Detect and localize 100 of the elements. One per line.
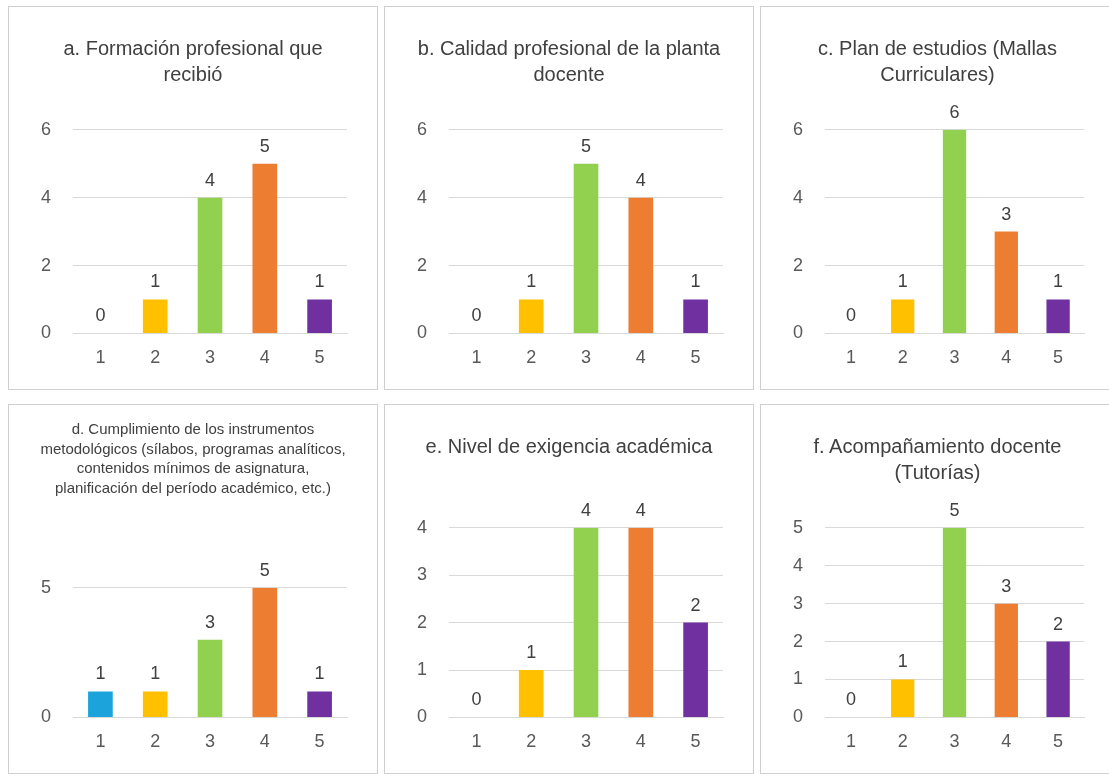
x-tick-label: 4 <box>635 731 646 752</box>
x-tick-label: 1 <box>845 347 856 368</box>
x-tick-label: 1 <box>471 731 482 752</box>
data-label: 3 <box>1001 575 1012 596</box>
data-label: 1 <box>95 663 106 684</box>
data-label: 1 <box>150 663 161 684</box>
bar <box>994 231 1018 333</box>
data-label: 0 <box>471 689 482 710</box>
data-label: 1 <box>690 271 701 292</box>
chart-title: d. Cumplimiento de los instrumentos metodológicos (sílabos, programas analíticos, contenidos mínimos de asignatura, planificación del período académico, etc.) <box>39 419 347 498</box>
x-tick-label: 5 <box>690 347 701 368</box>
data-label: 1 <box>526 271 537 292</box>
bar <box>942 527 967 717</box>
x-tick-label: 4 <box>1001 731 1012 752</box>
y-tick-label: 4 <box>793 554 804 575</box>
x-tick-label: 3 <box>205 731 216 752</box>
x-tick-label: 1 <box>471 347 482 368</box>
data-label: 1 <box>1053 271 1064 292</box>
bar <box>307 691 332 717</box>
bar <box>518 670 544 717</box>
bar <box>683 622 708 717</box>
x-tick-label: 5 <box>314 347 325 368</box>
y-tick-label: 5 <box>793 516 804 537</box>
x-tick-label: 2 <box>897 731 908 752</box>
y-tick-label: 2 <box>417 611 428 632</box>
bar <box>88 691 113 717</box>
data-label: 2 <box>690 594 701 615</box>
x-tick-label: 5 <box>690 731 701 752</box>
y-tick-label: 2 <box>41 254 52 275</box>
x-tick-label: 1 <box>845 731 856 752</box>
data-label: 3 <box>205 611 216 632</box>
y-tick-label: 2 <box>793 254 804 275</box>
data-label: 5 <box>259 559 270 580</box>
bar <box>1046 299 1070 333</box>
y-tick-label: 6 <box>41 118 52 139</box>
data-label: 0 <box>845 305 856 326</box>
data-label: 2 <box>1053 613 1064 634</box>
y-tick-label: 3 <box>417 564 428 585</box>
y-tick-label: 4 <box>417 516 428 537</box>
bar <box>628 197 654 333</box>
data-label: 1 <box>526 641 537 662</box>
x-tick-label: 4 <box>1001 347 1012 368</box>
data-label: 1 <box>897 651 908 672</box>
x-tick-label: 5 <box>314 731 325 752</box>
bar <box>197 639 223 717</box>
bar <box>142 691 168 717</box>
bar <box>573 163 599 333</box>
bar <box>891 679 915 717</box>
chart-title: e. Nivel de exigencia académica <box>424 434 714 459</box>
bar <box>573 527 599 717</box>
y-tick-label: 1 <box>417 658 428 679</box>
x-tick-label: 2 <box>526 347 537 368</box>
y-tick-label: 5 <box>41 576 52 597</box>
data-label: 1 <box>897 271 908 292</box>
data-label: 5 <box>259 135 270 156</box>
x-tick-label: 2 <box>897 347 908 368</box>
bar <box>891 299 915 333</box>
y-tick-label: 1 <box>793 668 804 689</box>
data-label: 4 <box>205 169 216 190</box>
y-tick-label: 6 <box>417 118 428 139</box>
data-label: 4 <box>635 169 646 190</box>
data-label: 5 <box>581 135 592 156</box>
y-tick-label: 2 <box>793 630 804 651</box>
y-tick-label: 0 <box>417 706 428 727</box>
x-tick-label: 4 <box>635 347 646 368</box>
x-tick-label: 2 <box>150 347 161 368</box>
y-tick-label: 6 <box>793 118 804 139</box>
data-label: 3 <box>1001 203 1012 224</box>
chart-title: f. Acompañamiento docente (Tutorías) <box>812 434 1063 485</box>
chart-title: a. Formación profesional que recibió <box>62 36 324 87</box>
bar <box>1046 641 1070 717</box>
data-label: 6 <box>949 101 960 122</box>
data-label: 5 <box>949 499 960 520</box>
data-label: 0 <box>845 689 856 710</box>
x-tick-label: 3 <box>581 347 592 368</box>
y-tick-label: 0 <box>41 706 52 727</box>
bar <box>252 163 278 333</box>
x-tick-label: 4 <box>259 347 270 368</box>
y-tick-label: 0 <box>793 322 804 343</box>
y-tick-label: 0 <box>417 322 428 343</box>
bar <box>994 603 1018 717</box>
x-tick-label: 4 <box>259 731 270 752</box>
x-tick-label: 3 <box>949 347 960 368</box>
bar <box>197 197 223 333</box>
bar <box>683 299 708 333</box>
x-tick-label: 3 <box>205 347 216 368</box>
bar <box>518 299 544 333</box>
y-tick-label: 2 <box>417 254 428 275</box>
bar <box>252 587 278 717</box>
data-label: 4 <box>581 499 592 520</box>
x-tick-label: 5 <box>1053 731 1064 752</box>
x-tick-label: 3 <box>581 731 592 752</box>
y-tick-label: 3 <box>793 592 804 613</box>
y-tick-label: 4 <box>41 186 52 207</box>
chart-title: b. Calidad profesional de la planta docente <box>416 36 722 87</box>
x-tick-label: 1 <box>95 731 106 752</box>
y-tick-label: 4 <box>417 186 428 207</box>
x-tick-label: 5 <box>1053 347 1064 368</box>
y-tick-label: 0 <box>41 322 52 343</box>
data-label: 0 <box>95 305 106 326</box>
